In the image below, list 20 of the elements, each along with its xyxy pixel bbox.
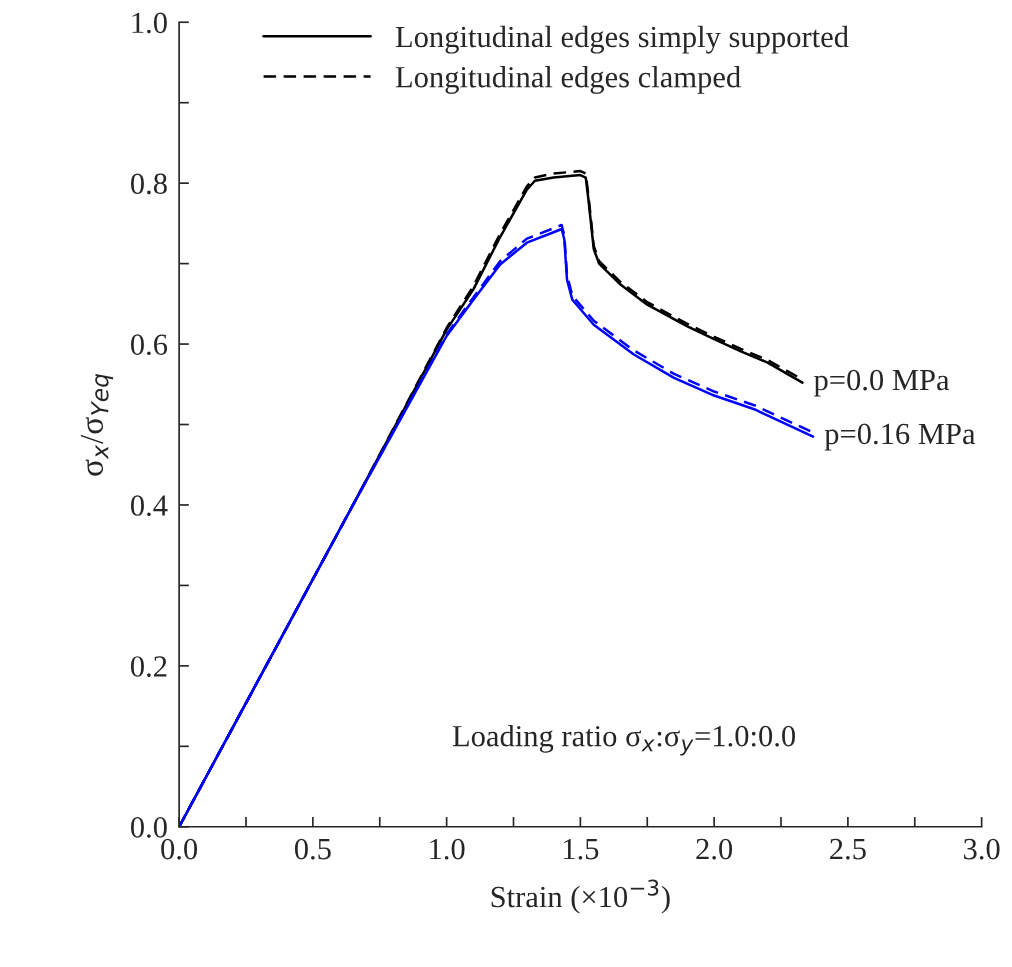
legend-label: Longitudinal edges clamped bbox=[395, 66, 741, 94]
y-tick-label: 0.2 bbox=[130, 656, 167, 677]
annotation: Loading ratio σ$_{x}$:σ$_{y}$=1.0:0.0 bbox=[452, 724, 796, 756]
x-axis-title: Strain (×10$^{−3}$) bbox=[491, 879, 670, 914]
x-tick-label: 2.0 bbox=[696, 838, 733, 860]
x-tick-label: 1.5 bbox=[563, 838, 599, 860]
x-tick-label: 1.0 bbox=[430, 838, 465, 860]
legend-label: Longitudinal edges simply supported bbox=[395, 25, 849, 54]
annotation: p=0.16 MPa bbox=[824, 423, 976, 451]
y-tick-label: 1.0 bbox=[132, 12, 167, 34]
x-tick-label: 0.0 bbox=[161, 838, 198, 860]
y-axis-title: σ$_{x}$/σ$_{Yeq}$ bbox=[80, 373, 114, 476]
y-tick-label: 0.4 bbox=[130, 495, 168, 516]
x-tick-label: 3.0 bbox=[964, 838, 1000, 860]
x-tick-label: 2.5 bbox=[830, 838, 866, 860]
y-tick-label: 0.0 bbox=[130, 817, 167, 838]
x-tick-label: 0.5 bbox=[294, 838, 331, 860]
y-tick-label: 0.8 bbox=[130, 173, 167, 195]
annotation: p=0.0 MPa bbox=[814, 369, 950, 397]
y-tick-label: 0.6 bbox=[130, 334, 168, 356]
